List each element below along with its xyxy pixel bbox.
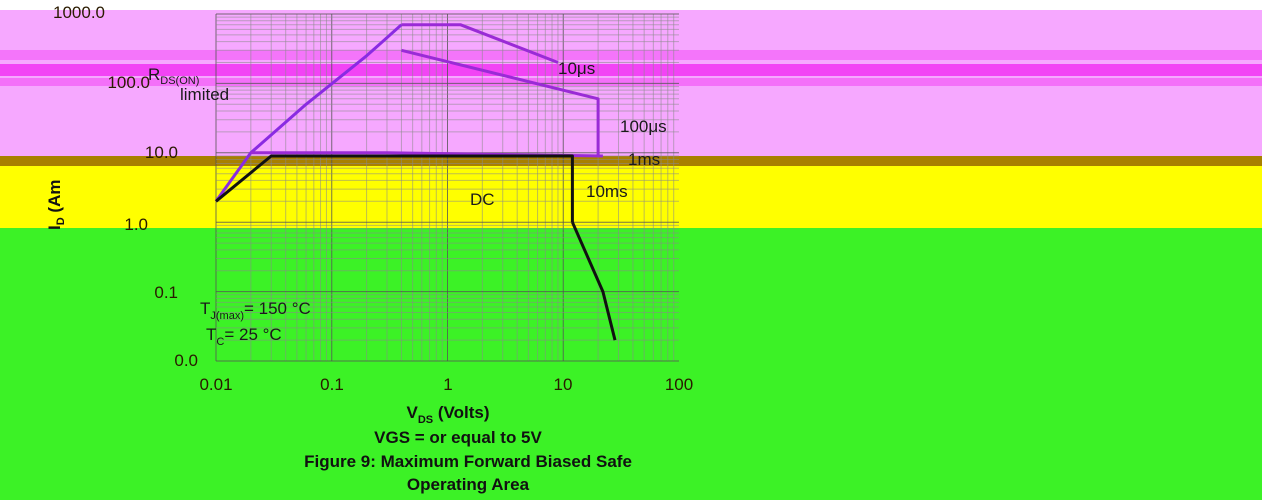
tj-label-main: T <box>200 299 210 318</box>
series-line-10-s <box>401 23 559 64</box>
y-tick-label-100: 100.0 <box>107 73 150 92</box>
annotations: RDS(ON) limited 10μs 100μs 1ms 10ms DC T… <box>148 59 667 348</box>
label-1ms: 1ms <box>628 150 660 169</box>
series <box>214 23 617 341</box>
x-tick-label-100: 100 <box>665 375 693 394</box>
label-100us: 100μs <box>620 117 667 136</box>
rdson-limited-label: limited <box>180 85 229 104</box>
tc-label-value: = 25 °C <box>224 325 281 344</box>
label-dc: DC <box>470 190 495 209</box>
rdson-label: RDS(ON) <box>148 65 199 87</box>
rdson-label-main: R <box>148 65 160 84</box>
tc-label-sub: C <box>216 336 224 348</box>
band-divider <box>0 156 1262 166</box>
series-line-100-s <box>401 48 600 156</box>
y-tick-label-1000: 1000.0 <box>53 3 105 22</box>
x-axis-title-unit: (Volts) <box>438 403 490 422</box>
y-tick-label-0-0: 0.0 <box>174 351 198 370</box>
x-axis-title: VDS (Volts) <box>407 403 490 426</box>
x-axis-title-main: V <box>407 403 419 422</box>
caption: VGS = or equal to 5V Figure 9: Maximum F… <box>304 428 632 494</box>
svg-text:ID (Am: ID (Am <box>45 180 67 230</box>
caption-condition: VGS = or equal to 5V <box>374 428 542 447</box>
label-10ms: 10ms <box>586 182 628 201</box>
y-axis-title-main: I <box>45 225 64 230</box>
series-line-rds-on-limited <box>214 23 403 203</box>
y-axis-title: ID (Am <box>45 180 67 230</box>
tj-label-sub: J(max) <box>210 310 244 322</box>
tj-label: TJ(max)= 150 °C <box>200 299 311 322</box>
y-axis-title-sub: D <box>55 217 67 225</box>
band-top-stripe-1 <box>0 50 1262 60</box>
y-axis-title-unit: (Am <box>45 180 64 213</box>
band-top-stripe-2 <box>0 64 1262 76</box>
series-line-10ms <box>215 154 574 223</box>
band-mid <box>0 166 1262 228</box>
tj-label-value: = 150 °C <box>244 299 311 318</box>
label-10us: 10μs <box>558 59 595 78</box>
x-tick-label-0-01: 0.01 <box>199 375 232 394</box>
x-axis-title-sub: DS <box>418 414 433 426</box>
caption-figure-line1: Figure 9: Maximum Forward Biased Safe <box>304 452 632 471</box>
tc-label: TC= 25 °C <box>206 325 282 348</box>
y-tick-label-1: 1.0 <box>124 215 148 234</box>
caption-figure-line2: Operating Area <box>407 475 530 494</box>
x-tick-label-1: 1 <box>443 375 452 394</box>
tc-label-main: T <box>206 325 216 344</box>
y-tick-labels: 1000.0 100.0 10.0 1.0 0.1 0.0 <box>53 3 198 370</box>
series-line-dc <box>571 221 617 341</box>
y-tick-label-0-1: 0.1 <box>154 283 178 302</box>
x-tick-labels: 0.01 0.1 1 10 100 <box>199 375 693 394</box>
x-tick-label-10: 10 <box>554 375 573 394</box>
x-tick-label-0-1: 0.1 <box>320 375 344 394</box>
band-top-stripe-3 <box>0 78 1262 86</box>
y-tick-label-10: 10.0 <box>145 143 178 162</box>
band-bottom <box>0 228 1262 500</box>
rdson-label-sub: DS(ON) <box>160 75 199 87</box>
